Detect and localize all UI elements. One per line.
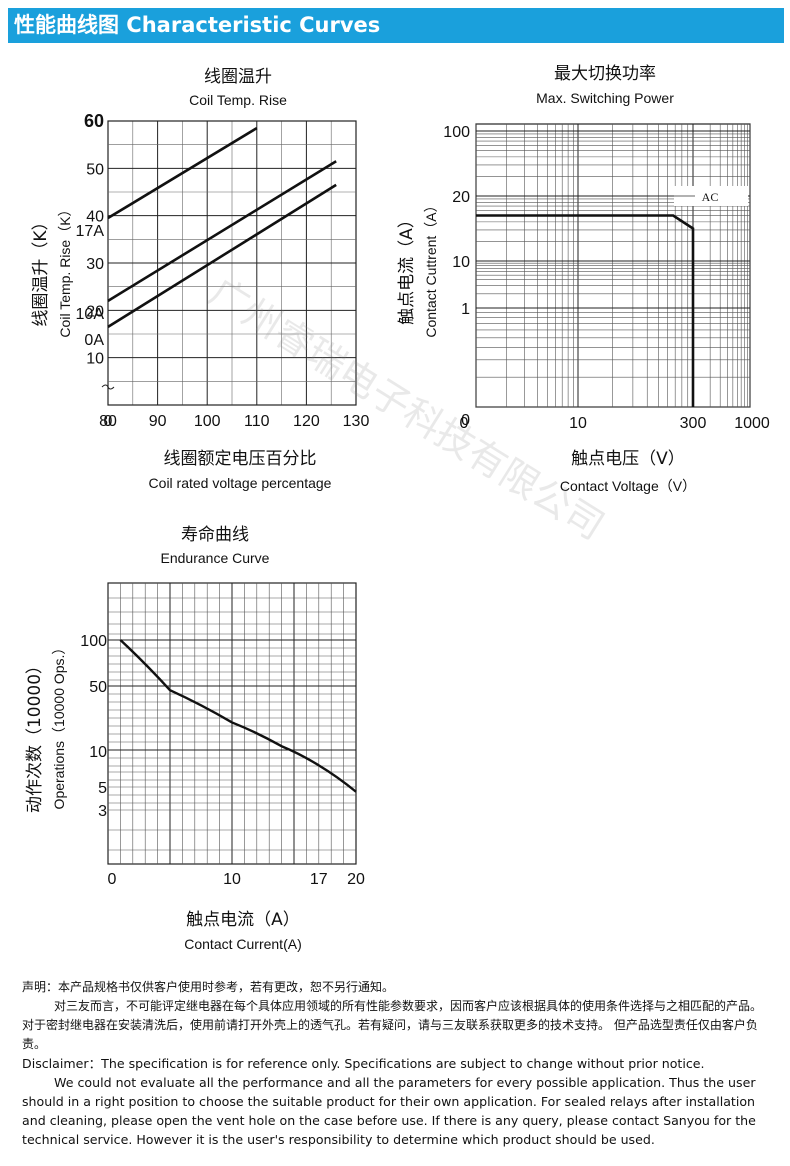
y-tick-label: 100 [443, 124, 470, 141]
series-label-0a: 0A [84, 332, 104, 349]
x-tick-label: 17 [310, 871, 328, 888]
y-tick-label: 10 [89, 744, 107, 761]
x-tick-label: 90 [149, 413, 167, 430]
chart2-ylabel-cn: 触点电流（A） [397, 211, 417, 325]
series-line-0a [107, 183, 337, 329]
chart1-ylabel: Coil Temp. Rise（K） [57, 202, 73, 337]
switching-power-chart: 最大切换功率 Max. Switching Power AC 0 10 300 100… [397, 64, 770, 494]
series-label-ac: AC [702, 190, 719, 204]
ac-label-bg [674, 186, 748, 206]
x-tick-label: 130 [343, 413, 370, 430]
chart3-xlabel: Contact Current(A) [184, 936, 301, 952]
disclaimer-en-line2: We could not evaluate all the performanc… [22, 1075, 756, 1147]
series-line-17a [107, 126, 258, 220]
y-tick-label: 1 [461, 301, 470, 318]
x-tick-label: 0 [108, 871, 117, 888]
series-line-endurance [119, 639, 357, 793]
y-tick-label: 20 [86, 303, 104, 320]
chart2-title-cn: 最大切换功率 [554, 64, 656, 84]
chart2-ylabel: Contact Cuttrent（A） [423, 198, 439, 337]
chart2-series: AC [476, 186, 748, 407]
disclaimer: 声明：本产品规格书仅供客户使用时参考，若有更改，恕不另行通知。 对三友而言，不可… [22, 978, 772, 1149]
x-tick-label: 0 [460, 415, 469, 432]
disclaimer-cn-line1: 声明：本产品规格书仅供客户使用时参考，若有更改，恕不另行通知。 [22, 980, 395, 994]
chart1-ylabel-cn: 线圈温升（K） [31, 213, 51, 326]
chart1-ticks: 080 90 100 110 120 130 10 20 30 40 50 60 [84, 111, 369, 430]
x-tick-label: 100 [194, 413, 221, 430]
series-line-ac [476, 214, 695, 407]
y-tick-label: 30 [86, 256, 104, 273]
x-tick-label: 110 [244, 413, 270, 430]
y-tick-label: 5 [98, 780, 107, 797]
coil-temp-chart: 线圈温升 Coil Temp. Rise 17A 10A 0A 080 90 100 11… [31, 67, 369, 491]
chart1-title-cn: 线圈温升 [204, 67, 272, 87]
y-tick-label: 10 [452, 254, 470, 271]
x-tick-label: 80 [99, 413, 117, 430]
y-tick-label: 100 [80, 633, 107, 650]
section-title: 性能曲线图 Characteristic Curves [14, 13, 381, 37]
y-tick-label: 20 [452, 189, 470, 206]
chart3-xlabel-cn: 触点电流（A） [186, 910, 300, 930]
series-label-17a: 17A [76, 223, 105, 240]
chart2-xlabel: Contact Voltage（V） [560, 478, 696, 494]
chart1-title: Coil Temp. Rise [189, 92, 287, 108]
endurance-chart: 寿命曲线 Endurance Curve 0 10 17 20 100 50 10 5 3 动作… [25, 525, 365, 952]
x-tick-label: 0 [104, 413, 113, 430]
chart1-series: 17A 10A 0A [76, 126, 337, 349]
series-label-10a: 10A [76, 306, 105, 323]
chart2-title: Max. Switching Power [536, 90, 674, 106]
x-tick-label: 10 [223, 871, 241, 888]
y-tick-label: 60 [84, 111, 104, 131]
y-tick-label: 0 [461, 412, 470, 429]
section-header: 性能曲线图 Characteristic Curves [8, 8, 784, 43]
disclaimer-cn-line2: 对三友而言，不可能评定继电器在每个具体应用领域的所有性能参数要求，因而客户应该根… [22, 999, 763, 1051]
chart3-series [119, 639, 357, 793]
axis-break-mark [101, 384, 115, 390]
chart3-ticks: 0 10 17 20 100 50 10 5 3 [80, 633, 365, 888]
y-tick-label: 50 [86, 161, 104, 178]
chart3-title-cn: 寿命曲线 [181, 525, 249, 545]
chart1-grid [107, 120, 357, 406]
x-tick-label: 10 [569, 415, 587, 432]
y-tick-label: 10 [86, 351, 104, 368]
x-tick-label: 1000 [734, 415, 770, 432]
disclaimer-en-line1: Disclaimer：The specification is for refe… [22, 1056, 705, 1071]
chart3-title: Endurance Curve [161, 550, 270, 566]
chart3-grid [107, 582, 357, 865]
chart1-xlabel-cn: 线圈额定电压百分比 [164, 449, 317, 469]
y-tick-label: 50 [89, 679, 107, 696]
x-tick-label: 20 [347, 871, 365, 888]
series-line-10a [107, 160, 337, 302]
y-tick-label: 40 [86, 209, 104, 226]
x-tick-label: 120 [293, 413, 320, 430]
chart3-ylabel-cn: 动作次数（10000） [25, 657, 45, 813]
chart2-grid [475, 123, 751, 408]
x-tick-label: 300 [680, 415, 707, 432]
chart2-xlabel-cn: 触点电压（V） [571, 449, 685, 469]
y-tick-label: 3 [98, 803, 107, 820]
chart1-xlabel: Coil rated voltage percentage [149, 475, 332, 491]
chart3-ylabel: Operations（10000 Ops.） [51, 641, 67, 810]
